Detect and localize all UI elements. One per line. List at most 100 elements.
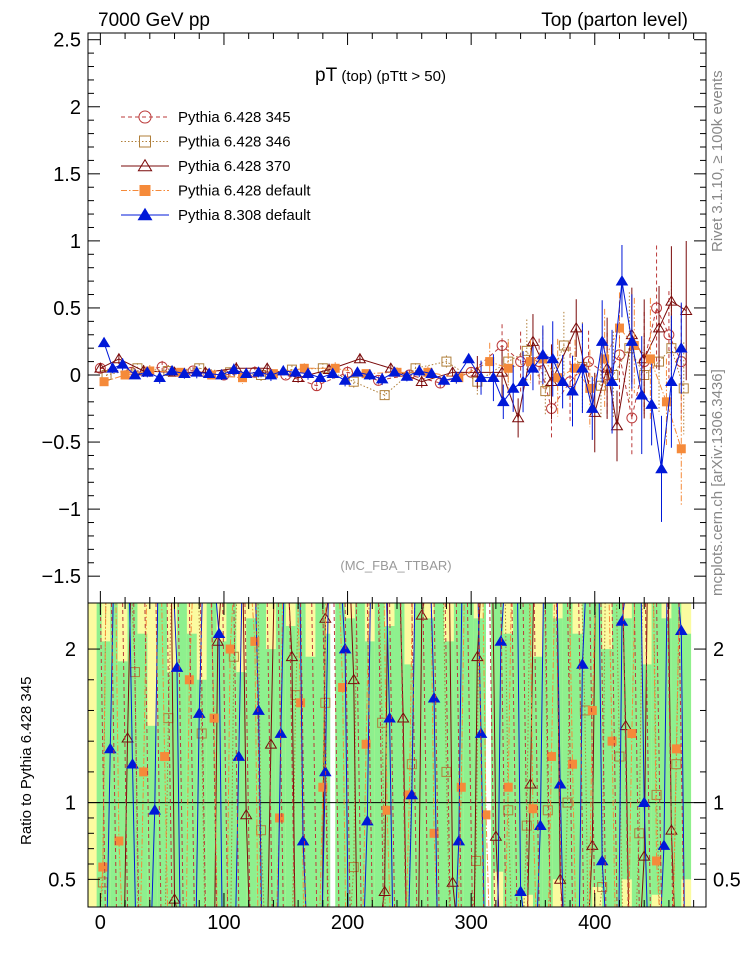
point-p8def: [277, 364, 290, 376]
ratio-line-p345: [389, 603, 396, 907]
ratio-point-p8def: [296, 834, 310, 846]
ratio-line-p345: [188, 603, 195, 907]
ratio-point-p8def: [338, 642, 352, 654]
ratio-point-p6def: [184, 675, 194, 685]
point-p370: [665, 295, 678, 306]
legend-marker-p8def: [137, 207, 153, 221]
ratio-point-p6def: [528, 804, 538, 814]
ratio-line-p345: [222, 603, 229, 907]
ratio-line-p345: [500, 603, 507, 907]
point-p6def: [299, 363, 309, 373]
ratio-line-p345: [466, 603, 473, 907]
main-ytick-label: 1.5: [53, 164, 81, 186]
ratio-band-green: [404, 664, 415, 907]
ratio-line-p345: [411, 603, 418, 907]
ratio-line-p345: [133, 603, 140, 907]
point-p370: [415, 375, 429, 387]
point-p8def: [301, 367, 315, 379]
ratio-line-p345: [589, 603, 596, 907]
ratio-point-p346: [256, 825, 267, 836]
legend-marker-p6def: [139, 185, 151, 196]
point-p8def: [645, 398, 658, 409]
point-p370: [679, 304, 693, 315]
ratio-band-gap: [485, 603, 491, 907]
ratio-point-p6def: [627, 729, 637, 739]
series-line-p8def: [103, 281, 682, 469]
ratio-point-p370: [285, 650, 299, 662]
ratio-band-green: [562, 603, 573, 907]
legend-marker-p345: [138, 110, 152, 124]
legend-label-p8def: Pythia 8.308 default: [178, 207, 311, 224]
ratio-point-p346: [441, 766, 452, 777]
main-ytick-label: 0: [70, 365, 81, 387]
ratio-point-p346: [471, 855, 482, 866]
ratio-ylabel: Ratio to Pythia 6.428 345: [18, 677, 35, 845]
point-p6def: [120, 370, 130, 380]
ratio-band-green: [661, 618, 672, 907]
point-p8def: [128, 368, 142, 380]
ratio-line-p345: [110, 603, 117, 907]
point-p8def: [605, 375, 619, 387]
ratio-band-green: [681, 633, 692, 880]
ratio-point-p370: [524, 778, 537, 789]
ratio-band-green: [176, 603, 187, 907]
ratio-point-p370: [239, 808, 253, 820]
ratio-point-p6def: [481, 810, 491, 820]
ratio-point-p8def: [212, 627, 226, 639]
analysis-label: (MC_FBA_TTBAR): [340, 558, 451, 573]
ratio-line-p345: [377, 603, 384, 907]
point-p370: [610, 419, 624, 431]
ratio-band-green: [236, 672, 247, 907]
ratio-point-p346: [320, 697, 331, 708]
point-p8def: [516, 375, 530, 387]
ratio-line-p8def: [106, 603, 685, 907]
point-p8def: [165, 364, 179, 376]
ratio-band-green: [572, 633, 583, 907]
ratio-line-p345: [489, 603, 496, 907]
main-axes: −1.5 −1 −0.5 0 0.5 1 1.5 2 2.5: [42, 30, 706, 603]
point-p8def: [388, 366, 401, 377]
ratio-band-green: [602, 649, 613, 907]
ratio-point-p8def: [674, 624, 688, 635]
ratio-band-green: [117, 661, 128, 907]
point-p370: [652, 321, 666, 333]
point-p6def: [485, 357, 495, 367]
ratio-point-p370: [637, 850, 651, 861]
point-p8def: [546, 352, 560, 364]
ratio-point-p370: [378, 885, 391, 896]
xtick-label: 300: [454, 912, 487, 934]
xtick-label: 400: [578, 912, 611, 934]
point-p8def: [556, 375, 569, 387]
ratio-line-p370: [124, 603, 675, 907]
point-p8def: [400, 370, 414, 381]
ratio-point-p6def: [568, 759, 578, 769]
ratio-band-green: [414, 603, 425, 907]
ratio-point-p346: [651, 789, 662, 800]
ratio-band-green: [552, 618, 563, 880]
series-p345: [94, 245, 687, 456]
ratio-point-p346: [542, 805, 553, 816]
point-p8def: [536, 348, 550, 360]
ratio-line-p345: [255, 603, 262, 907]
header-right: Top (parton level): [541, 10, 688, 31]
main-series: [94, 241, 693, 522]
ratio-band-green: [463, 603, 474, 907]
point-p6def: [600, 354, 610, 364]
ratio-point-p6def: [139, 767, 149, 777]
point-p8def: [289, 366, 302, 377]
series-line-p370: [100, 300, 687, 427]
ratio-line-p345: [266, 603, 273, 907]
ratio-ytick-label: 2: [65, 639, 76, 661]
ratio-point-p6def: [503, 782, 513, 792]
ratio-point-p370: [211, 635, 225, 646]
point-p8def: [595, 335, 609, 346]
legend-marker-p346: [139, 135, 151, 148]
legend-label-p345: Pythia 6.428 345: [178, 109, 291, 126]
ratio-point-p8def: [615, 615, 629, 626]
main-ytick-label: 1: [70, 231, 81, 253]
point-p370: [446, 366, 459, 377]
ratio-ytick-label-right: 0.5: [713, 869, 741, 891]
ratio-line-p345: [122, 603, 129, 907]
point-p8def: [326, 367, 340, 379]
ratio-line-p345: [166, 603, 173, 907]
